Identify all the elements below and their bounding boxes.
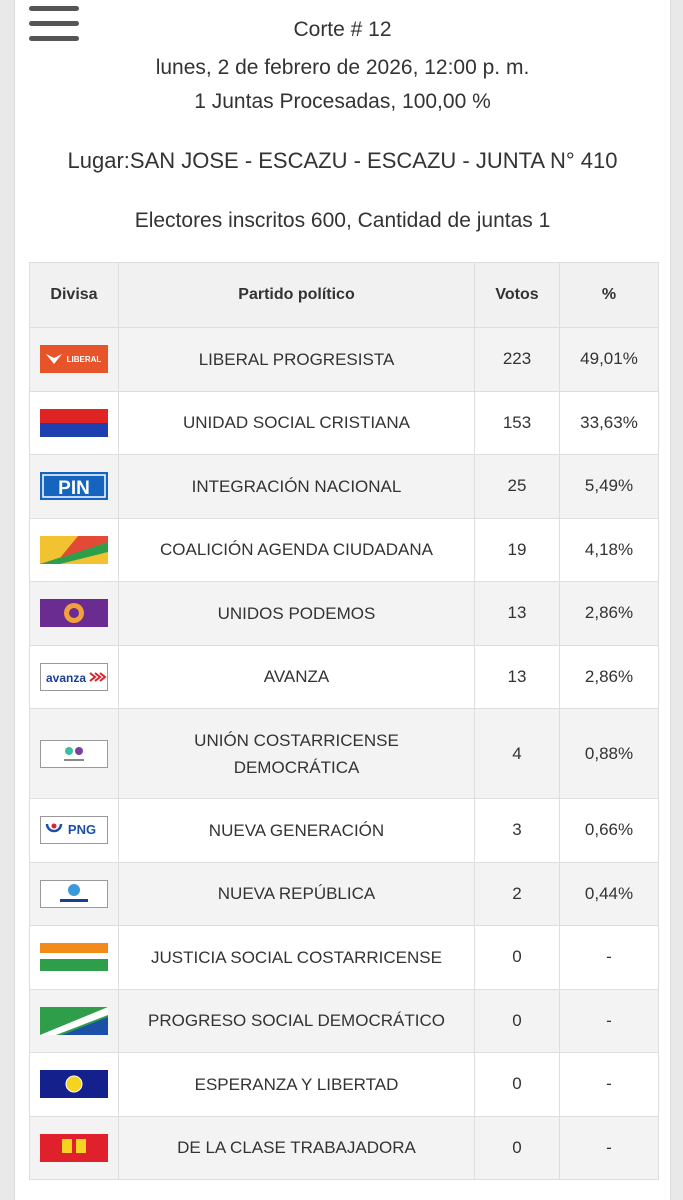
party-votes: 0 (474, 988, 560, 1053)
party-votes: 25 (474, 454, 560, 519)
union-costarricense-democratica-flag (40, 739, 108, 768)
party-votes: 0 (474, 1115, 560, 1180)
party-name-line-1: UNIÓN COSTARRICENSE (194, 730, 399, 750)
table-row: LIBERAL LIBERAL PROGRESISTA 223 49,01% (29, 327, 659, 392)
party-name: COALICIÓN AGENDA CIUDADANA (118, 517, 475, 582)
party-flag-cell (29, 1115, 119, 1180)
de-la-clase-trabajadora-flag (40, 1133, 108, 1162)
table-row: UNIÓN COSTARRICENSE DEMOCRÁTICA 4 0,88% (29, 708, 659, 799)
pin-flag-text: PIN (58, 478, 90, 499)
table-row: NUEVA REPÚBLICA 2 0,44% (29, 861, 659, 926)
party-flag-cell: PIN (29, 454, 119, 519)
party-flag-cell (29, 925, 119, 990)
liberal-progresista-flag: LIBERAL (40, 345, 108, 374)
juntas-processed: 1 Juntas Procesadas, 100,00 % (194, 90, 491, 113)
party-pct: 0,66% (559, 798, 659, 863)
party-pct: 2,86% (559, 644, 659, 709)
party-pct: 0,88% (559, 708, 659, 799)
party-name: DE LA CLASE TRABAJADORA (118, 1115, 475, 1180)
party-flag-cell (29, 708, 119, 799)
table-row: DE LA CLASE TRABAJADORA 0 - (29, 1115, 659, 1180)
nueva-generacion-flag: PNG (40, 816, 108, 845)
table-row: JUSTICIA SOCIAL COSTARRICENSE 0 - (29, 925, 659, 990)
party-votes: 223 (474, 327, 560, 392)
nueva-republica-flag (40, 879, 108, 908)
party-flag-cell (29, 988, 119, 1053)
party-name: JUSTICIA SOCIAL COSTARRICENSE (118, 925, 475, 990)
results-page: Corte # 12 lunes, 2 de febrero de 2026, … (14, 0, 671, 1200)
location-label: Lugar:SAN JOSE - ESCAZU - ESCAZU - JUNTA… (67, 148, 618, 173)
party-name: UNIÓN COSTARRICENSE DEMOCRÁTICA (118, 708, 475, 799)
hamburger-menu-icon[interactable] (29, 6, 79, 42)
party-flag-cell: LIBERAL (29, 327, 119, 392)
party-votes: 153 (474, 390, 560, 455)
results-table: Divisa Partido político Votos % LIBERAL … (29, 262, 659, 1180)
party-flag-cell (29, 581, 119, 646)
table-row: PNG NUEVA GENERACIÓN 3 0,66% (29, 798, 659, 863)
party-name: INTEGRACIÓN NACIONAL (118, 454, 475, 519)
party-pct: 2,86% (559, 581, 659, 646)
party-votes: 3 (474, 798, 560, 863)
party-votes: 0 (474, 1052, 560, 1117)
unidad-social-cristiana-flag (40, 408, 108, 437)
registered-voters: Electores inscritos 600, Cantidad de jun… (134, 209, 551, 232)
party-name: NUEVA GENERACIÓN (118, 798, 475, 863)
column-header-divisa: Divisa (29, 262, 119, 328)
party-flag-cell: avanza (29, 644, 119, 709)
table-row: PIN INTEGRACIÓN NACIONAL 25 5,49% (29, 454, 659, 519)
party-flag-cell (29, 517, 119, 582)
party-pct: - (559, 988, 659, 1053)
liberal-flag-text: LIBERAL (67, 355, 102, 364)
progreso-social-democratico-flag (40, 1006, 108, 1035)
report-date: lunes, 2 de febrero de 2026, 12:00 p. m. (155, 56, 530, 79)
party-name: NUEVA REPÚBLICA (118, 861, 475, 926)
party-pct: 5,49% (559, 454, 659, 519)
party-name: LIBERAL PROGRESISTA (118, 327, 475, 392)
integracion-nacional-flag: PIN (40, 472, 108, 501)
party-name: UNIDOS PODEMOS (118, 581, 475, 646)
party-flag-cell (29, 861, 119, 926)
party-name: AVANZA (118, 644, 475, 709)
column-header-pct: % (559, 262, 659, 328)
column-header-partido: Partido político (118, 262, 475, 328)
table-row: ESPERANZA Y LIBERTAD 0 - (29, 1052, 659, 1117)
png-flag-text: PNG (68, 822, 96, 837)
party-votes: 4 (474, 708, 560, 799)
party-votes: 0 (474, 925, 560, 990)
party-pct: - (559, 925, 659, 990)
party-votes: 13 (474, 581, 560, 646)
party-pct: 0,44% (559, 861, 659, 926)
party-name: ESPERANZA Y LIBERTAD (118, 1052, 475, 1117)
party-name: PROGRESO SOCIAL DEMOCRÁTICO (118, 988, 475, 1053)
party-pct: 33,63% (559, 390, 659, 455)
party-flag-cell (29, 390, 119, 455)
party-pct: 4,18% (559, 517, 659, 582)
party-name: UNIDAD SOCIAL CRISTIANA (118, 390, 475, 455)
coalicion-agenda-ciudadana-flag (40, 535, 108, 564)
table-row: PROGRESO SOCIAL DEMOCRÁTICO 0 - (29, 988, 659, 1053)
party-votes: 2 (474, 861, 560, 926)
party-votes: 19 (474, 517, 560, 582)
justicia-social-costarricense-flag (40, 943, 108, 972)
avanza-flag: avanza (40, 662, 108, 691)
column-header-votos: Votos (474, 262, 560, 328)
party-pct: 49,01% (559, 327, 659, 392)
table-row: COALICIÓN AGENDA CIUDADANA 19 4,18% (29, 517, 659, 582)
table-row: UNIDOS PODEMOS 13 2,86% (29, 581, 659, 646)
table-header-row: Divisa Partido político Votos % (29, 262, 659, 328)
party-pct: - (559, 1115, 659, 1180)
party-flag-cell (29, 1052, 119, 1117)
corte-number: Corte # 12 (293, 18, 392, 41)
unidos-podemos-flag (40, 599, 108, 628)
party-name-line-2: DEMOCRÁTICA (233, 757, 360, 777)
party-pct: - (559, 1052, 659, 1117)
table-row: avanza AVANZA 13 2,86% (29, 644, 659, 709)
party-flag-cell: PNG (29, 798, 119, 863)
party-votes: 13 (474, 644, 560, 709)
esperanza-y-libertad-flag (40, 1070, 108, 1099)
table-row: UNIDAD SOCIAL CRISTIANA 153 33,63% (29, 390, 659, 455)
avanza-flag-text: avanza (46, 671, 86, 685)
